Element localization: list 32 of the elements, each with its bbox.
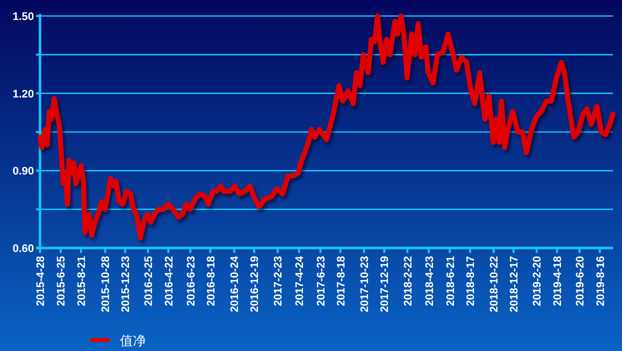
x-tick-label: 2016-6-23 — [185, 256, 198, 306]
x-tick-label: 2018-10-22 — [488, 256, 501, 312]
x-tick-label: 2016-2-25 — [142, 256, 155, 306]
x-tick-label: 2017-8-18 — [335, 256, 348, 306]
x-tick-label: 2016-12-19 — [249, 256, 262, 312]
y-tick-label: 1.50 — [12, 11, 34, 23]
x-tick-label: 2018-2-22 — [402, 256, 414, 306]
x-tick-label: 2015-10-28 — [100, 256, 112, 312]
x-tick-label: 2015-6-25 — [56, 256, 68, 306]
x-tick-label: 2017-4-24 — [294, 255, 306, 306]
y-tick-label: 1.20 — [12, 88, 34, 100]
x-tick-label: 2015-12-23 — [120, 256, 132, 312]
y-tick-label: 0.60 — [12, 243, 34, 255]
x-tick-label: 2016-4-22 — [163, 256, 176, 306]
x-tick-label: 2018-12-17 — [508, 256, 521, 312]
x-tick-label: 2018-6-21 — [444, 256, 457, 306]
x-tick-label: 2017-2-23 — [272, 256, 285, 306]
x-tick-label: 2016-8-18 — [205, 256, 218, 306]
y-tick-label: 0.90 — [12, 166, 34, 178]
x-tick-label: 2018-8-17 — [465, 256, 478, 306]
x-tick-label: 2019-6-20 — [574, 256, 587, 306]
x-tick-label: 2019-4-18 — [552, 256, 564, 306]
x-tick-label: 2015-8-21 — [76, 256, 88, 306]
x-tick-label: 2019-2-20 — [532, 256, 544, 306]
x-tick-label: 2017-10-23 — [358, 256, 371, 312]
legend-label: 值净 — [120, 333, 146, 348]
x-tick-label: 2016-10-24 — [229, 255, 242, 312]
x-tick-label: 2018-4-23 — [424, 256, 436, 306]
x-tick-label: 2015-4-28 — [35, 256, 47, 306]
x-tick-label: 2017-6-23 — [315, 256, 328, 306]
x-tick-label: 2017-12-19 — [379, 256, 392, 312]
x-tick-label: 2019-8-16 — [594, 256, 607, 306]
